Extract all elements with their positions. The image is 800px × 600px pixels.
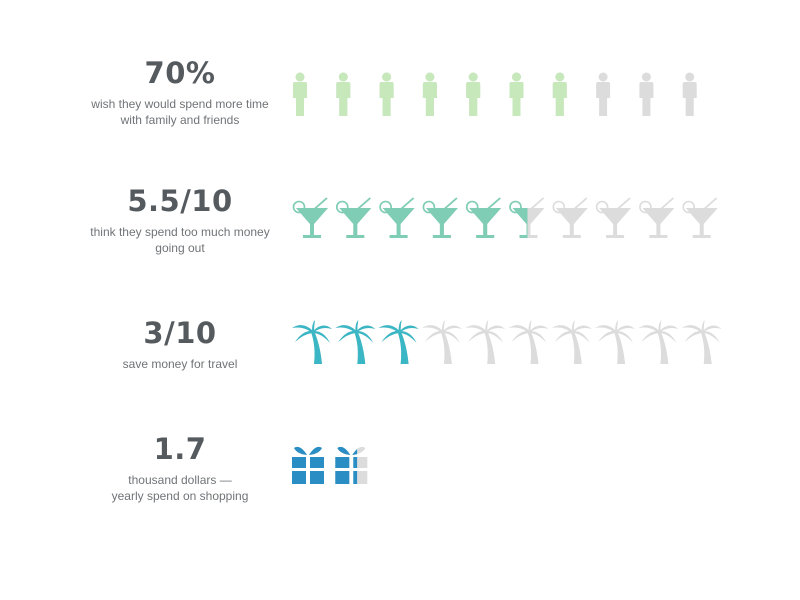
stat-description: save money for travel: [70, 356, 290, 372]
pictogram-svg: [292, 197, 718, 238]
stat-value: 5.5/10: [127, 184, 233, 218]
cocktail-icon-filled: [509, 200, 528, 238]
cocktail-icon: [552, 197, 588, 238]
cocktail-icon-filled: [422, 197, 458, 238]
stat-value: 70%: [144, 56, 216, 90]
stat-description-line: going out: [155, 241, 205, 255]
person-icon-filled: [552, 72, 567, 116]
icon-array: [292, 72, 702, 118]
stat-block: 70% wish they would spend more time with…: [70, 56, 290, 128]
person-icon-filled: [422, 72, 437, 116]
stat-block: 1.7 thousand dollars — yearly spend on s…: [70, 432, 290, 504]
stat-description-line: with family and friends: [120, 113, 240, 127]
palm-tree-icon-filled: [378, 320, 419, 364]
person-icon: [682, 72, 697, 116]
person-icon-filled: [336, 72, 351, 116]
palm-tree-icon: [465, 320, 506, 364]
palm-tree-icon: [638, 320, 679, 364]
gift-icon-filled: [292, 446, 324, 484]
palm-tree-icon-filled: [292, 320, 332, 364]
stat-description-line: yearly spend on shopping: [111, 489, 249, 503]
stat-description-line: save money for travel: [122, 357, 238, 371]
stat-block: 3/10 save money for travel: [70, 316, 290, 372]
cocktail-icon-filled: [292, 197, 328, 238]
stat-description-line: wish they would spend more time: [91, 97, 269, 111]
person-icon: [596, 72, 611, 116]
stat-description-line: thousand dollars —: [128, 473, 232, 487]
stat-description-line: think they spend too much money: [90, 225, 270, 239]
stat-description: think they spend too much money going ou…: [70, 224, 290, 256]
person-icon: [639, 72, 654, 116]
icon-array: [292, 196, 726, 240]
palm-tree-icon: [551, 320, 592, 364]
person-icon-filled: [293, 72, 307, 116]
stat-description: wish they would spend more time with fam…: [70, 96, 290, 128]
person-icon-filled: [466, 72, 481, 116]
cocktail-icon-filled: [465, 197, 502, 238]
cocktail-icon: [595, 197, 632, 238]
stat-description: thousand dollars — yearly spend on shopp…: [70, 472, 290, 504]
stat-block: 5.5/10 think they spend too much money g…: [70, 184, 290, 256]
icon-array: [292, 442, 372, 486]
cocktail-icon: [639, 197, 675, 238]
cocktail-icon-filled: [335, 197, 372, 238]
pictogram-svg: [292, 446, 368, 484]
stat-value: 1.7: [153, 432, 207, 466]
gift-icon-filled: [335, 446, 358, 484]
palm-tree-icon: [681, 320, 722, 364]
pictogram-svg: [292, 320, 722, 364]
palm-tree-icon: [421, 320, 462, 364]
palm-tree-icon: [595, 320, 636, 364]
palm-tree-icon: [508, 320, 549, 364]
person-icon-filled: [509, 72, 524, 116]
pictogram-svg: [293, 72, 697, 116]
stat-value: 3/10: [143, 316, 217, 350]
person-icon-filled: [379, 72, 394, 116]
cocktail-icon-filled: [379, 197, 415, 238]
cocktail-icon: [682, 197, 718, 238]
icon-array: [292, 320, 726, 366]
palm-tree-icon-filled: [335, 320, 376, 364]
